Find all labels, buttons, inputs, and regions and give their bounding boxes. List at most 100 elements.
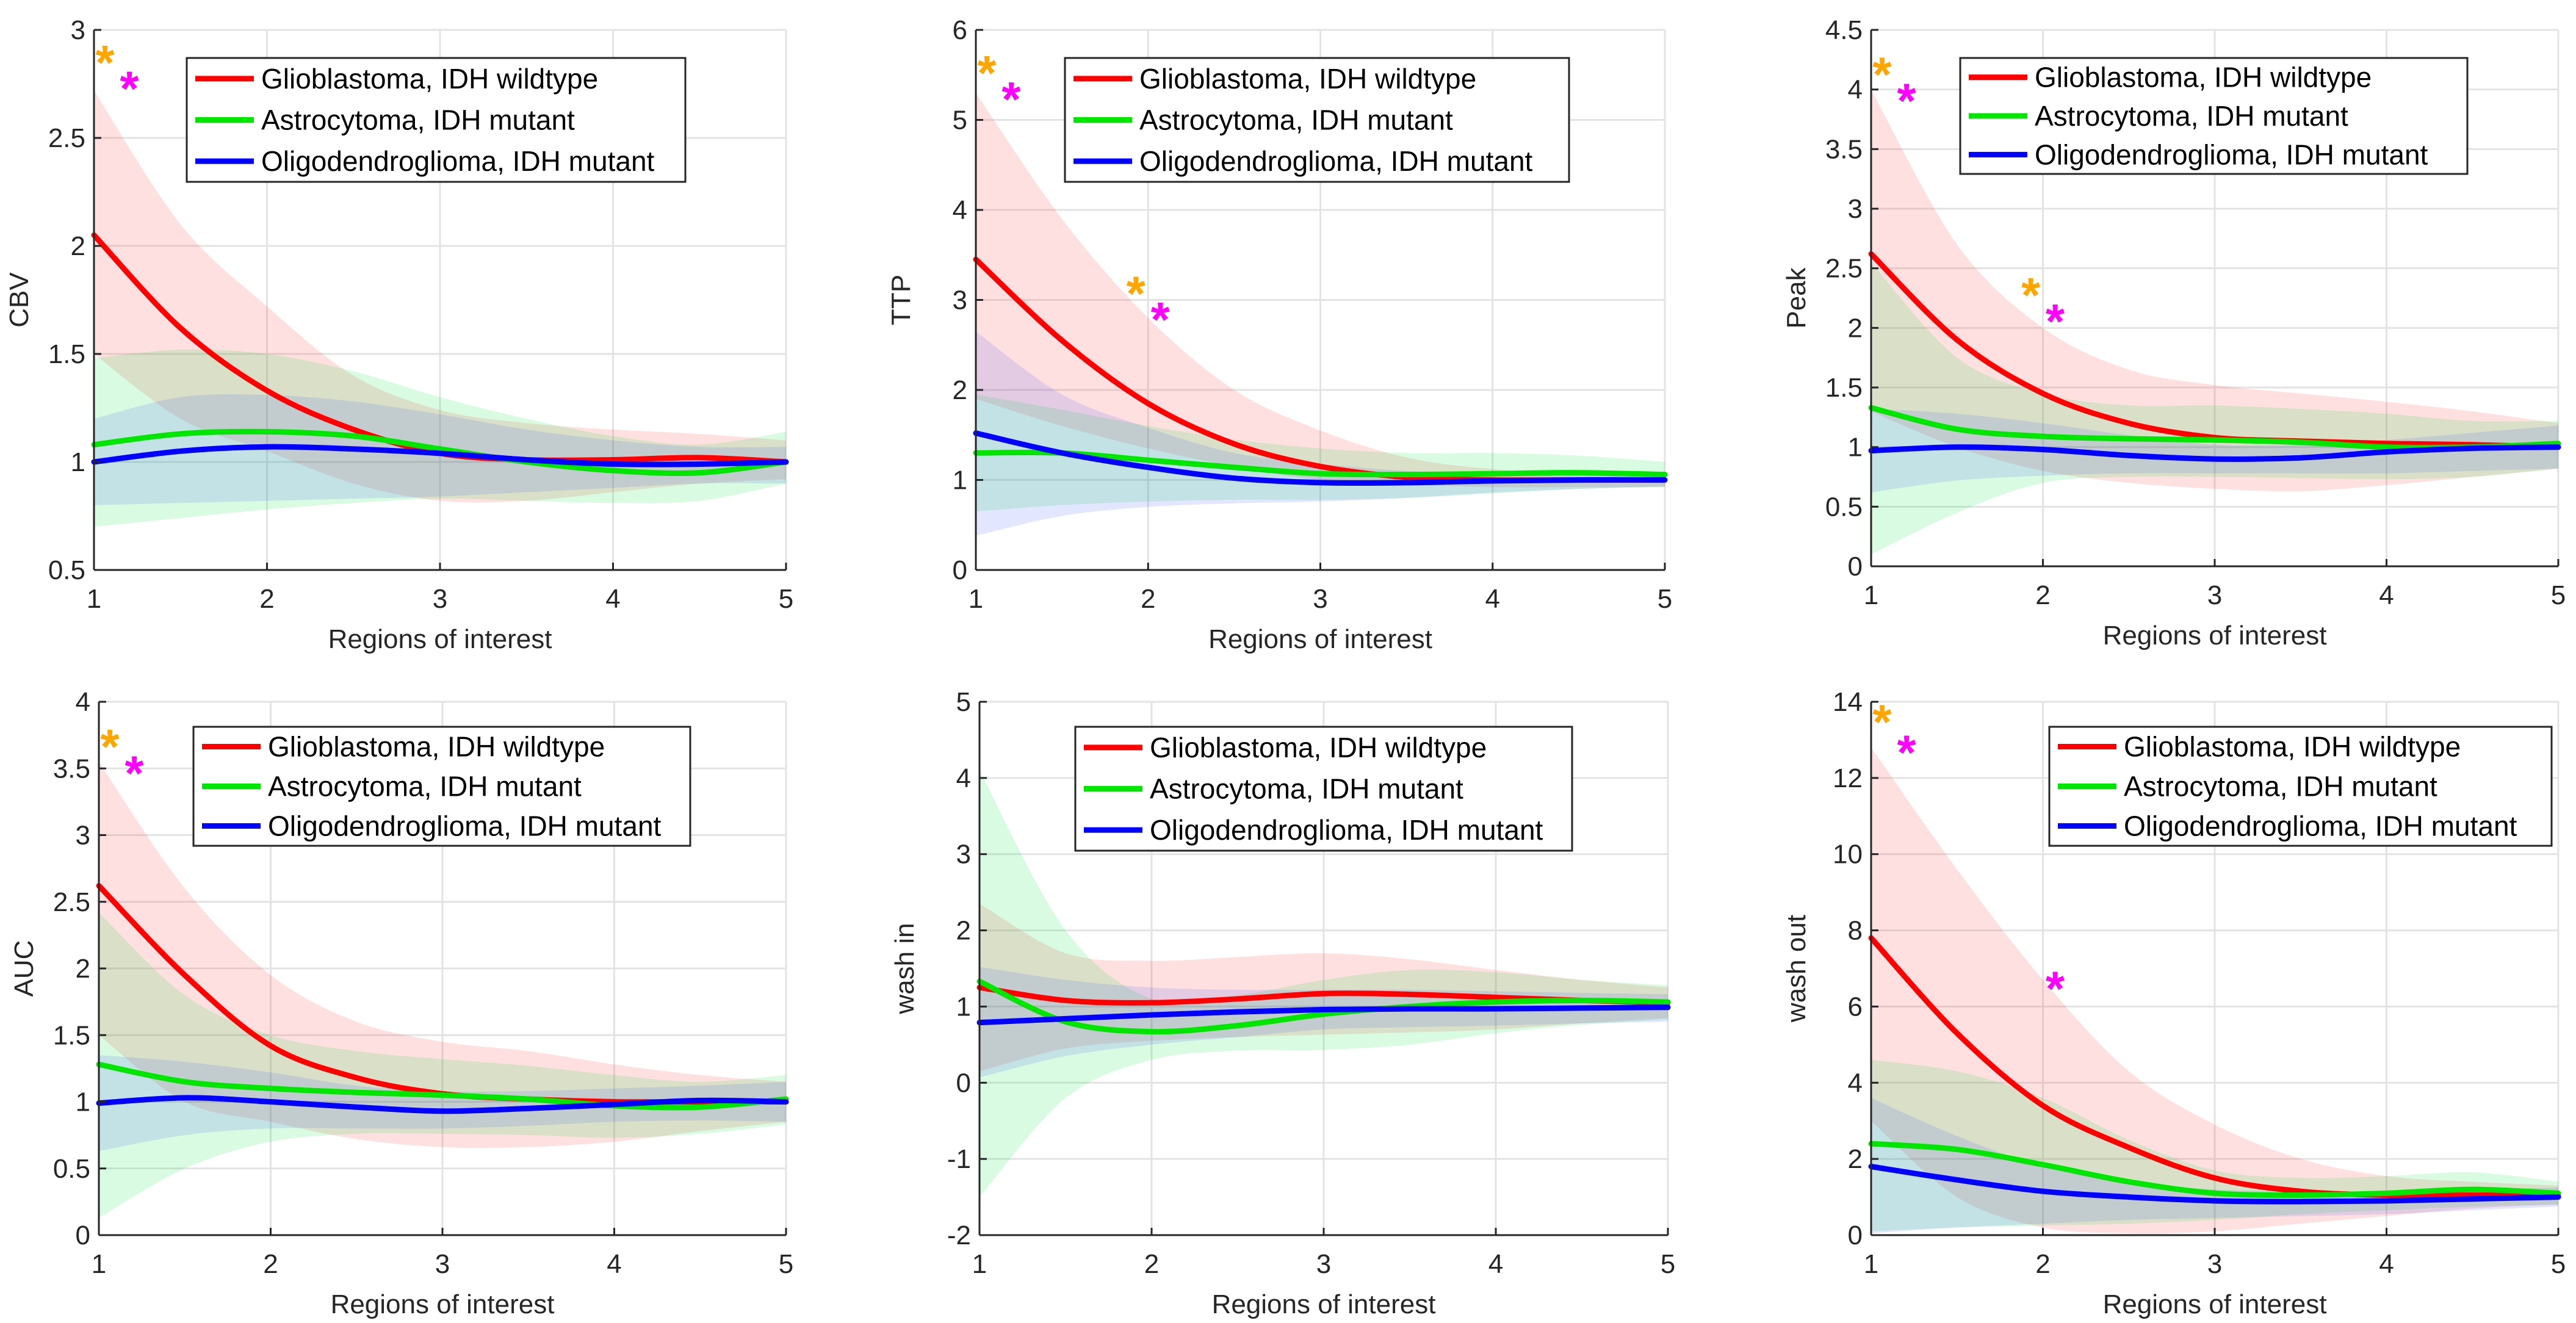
y-axis-label: Peak	[1781, 267, 1811, 328]
significance-star-orange: *	[977, 46, 997, 100]
y-axis-label: TTP	[886, 275, 916, 325]
x-axis-label: Regions of interest	[2103, 1289, 2327, 1319]
legend-box	[1959, 57, 2469, 175]
significance-star-orange: *	[95, 35, 115, 90]
series-line	[1868, 251, 2561, 450]
x-tick-label: 5	[779, 584, 793, 614]
x-tick-label: 2	[2035, 1249, 2050, 1279]
confidence-band	[1871, 409, 2558, 492]
y-tick-label: 1.5	[48, 339, 85, 369]
x-axis-label: Regions of interest	[331, 1289, 555, 1319]
y-axis-label: CBV	[4, 272, 34, 328]
y-tick-label: 5	[953, 106, 967, 135]
chart-panel-auc: 1 2 3 4 5 0 0.5 1 1.5 2 2.5 3 3.5 4 Regions of interes…	[9, 687, 793, 1319]
y-tick-label: 0	[76, 1220, 90, 1250]
series-line	[1868, 935, 2561, 1199]
series-line	[1868, 1164, 2561, 1205]
y-tick-label: 3	[953, 286, 967, 315]
y-tick-label: 4.5	[1825, 15, 1863, 45]
y-tick-label: 5	[956, 687, 971, 717]
y-tick-label: 1.5	[1825, 373, 1863, 403]
x-tick-label: 1	[972, 1249, 987, 1279]
confidence-band	[976, 331, 1665, 536]
legend-label: Oligodendroglioma, IDH mutant	[268, 810, 662, 842]
y-tick-label: 3.5	[1825, 134, 1863, 164]
y-tick-label: 3	[71, 15, 85, 45]
y-tick-label: 6	[953, 15, 967, 45]
x-tick-label: 2	[1141, 584, 1155, 614]
y-tick-label: 3	[1848, 194, 1863, 224]
x-tick-label: 2	[1144, 1249, 1159, 1279]
legend-label: Oligodendroglioma, IDH mutant	[2035, 139, 2428, 170]
legend-label: Oligodendroglioma, IDH mutant	[1139, 145, 1533, 177]
y-axis-label: wash in	[890, 923, 920, 1014]
x-tick-label: 5	[1658, 584, 1672, 614]
y-tick-label: 1	[953, 466, 967, 496]
legend-label: Glioblastoma, IDH wildtype	[261, 63, 598, 95]
chart-panel-peak: 1 2 3 4 5 0 0.5 1 1.5 2 2.5 3 3.5 4 4.5 Regions of inte…	[1781, 15, 2566, 651]
legend-box	[2048, 726, 2553, 847]
legend-box	[192, 726, 691, 847]
y-tick-label: 0	[953, 555, 967, 585]
significance-star-magenta: *	[1897, 726, 1916, 780]
series-line	[973, 430, 1668, 486]
x-tick-label: 3	[435, 1249, 450, 1279]
significance-star-magenta: *	[120, 61, 139, 115]
y-tick-label: 4	[76, 687, 90, 717]
significance-star-magenta: *	[1897, 74, 1916, 128]
series-line	[96, 1061, 789, 1111]
x-tick-label: 3	[2207, 580, 2222, 610]
legend: Glioblastoma, IDH wildtype Astrocytoma, I…	[1074, 726, 1573, 852]
y-tick-label: 2	[956, 916, 971, 946]
y-tick-label: 2	[76, 954, 90, 984]
legend-label: Astrocytoma, IDH mutant	[2124, 771, 2437, 802]
legend-box	[1074, 726, 1573, 852]
legend-label: Astrocytoma, IDH mutant	[268, 771, 582, 802]
confidence-band	[94, 90, 786, 503]
series-line	[976, 978, 1671, 1035]
legend: Glioblastoma, IDH wildtype Astrocytoma, I…	[1064, 57, 1570, 183]
legend-label: Glioblastoma, IDH wildtype	[268, 731, 605, 763]
legend-label: Oligodendroglioma, IDH mutant	[2124, 810, 2517, 842]
y-tick-label: 2	[953, 375, 967, 405]
x-tick-label: 3	[2207, 1249, 2222, 1279]
x-axis-label: Regions of interest	[2103, 621, 2327, 651]
y-tick-label: 2.5	[48, 123, 85, 153]
x-tick-label: 3	[433, 584, 447, 614]
x-axis-label: Regions of interest	[1208, 624, 1432, 654]
legend-label: Oligodendroglioma, IDH mutant	[261, 145, 655, 177]
x-tick-label: 4	[605, 584, 620, 614]
legend-label: Glioblastoma, IDH wildtype	[2035, 62, 2372, 93]
y-tick-label: 6	[1848, 992, 1863, 1022]
x-tick-label: 4	[607, 1249, 621, 1279]
legend: Glioblastoma, IDH wildtype Astrocytoma, I…	[2048, 726, 2553, 847]
legend: Glioblastoma, IDH wildtype Astrocytoma, I…	[1959, 57, 2469, 175]
y-tick-label: 1	[1848, 433, 1863, 463]
confidence-band	[976, 93, 1665, 488]
y-axis-label: wash out	[1781, 915, 1811, 1023]
y-tick-label: 2	[1848, 313, 1863, 343]
y-tick-label: 0	[1848, 1220, 1863, 1250]
y-tick-label: 4	[1848, 1068, 1863, 1098]
y-tick-label: 3.5	[53, 754, 90, 784]
y-tick-label: 0.5	[1825, 492, 1863, 522]
y-tick-label: 2	[71, 231, 85, 261]
significance-star-orange: *	[100, 719, 120, 774]
y-tick-label: -1	[947, 1144, 971, 1174]
series-line	[976, 1004, 1671, 1026]
legend: Glioblastoma, IDH wildtype Astrocytoma, I…	[186, 57, 687, 183]
legend: Glioblastoma, IDH wildtype Astrocytoma, I…	[192, 726, 691, 847]
y-tick-label: 4	[956, 763, 971, 793]
legend-box	[186, 57, 687, 183]
x-tick-label: 1	[969, 584, 983, 614]
x-tick-label: 5	[1661, 1249, 1675, 1279]
chart-panel-wash-in: 1 2 3 4 5 -2 -1 0 1 2 3 4 5 Regions of interest wash i…	[890, 687, 1675, 1319]
legend-box	[1064, 57, 1570, 183]
series-line	[91, 444, 789, 467]
y-tick-label: 1.5	[53, 1020, 90, 1050]
y-tick-label: 0.5	[48, 555, 85, 585]
significance-star-orange: *	[1127, 266, 1146, 320]
y-tick-label: 3	[76, 821, 90, 851]
